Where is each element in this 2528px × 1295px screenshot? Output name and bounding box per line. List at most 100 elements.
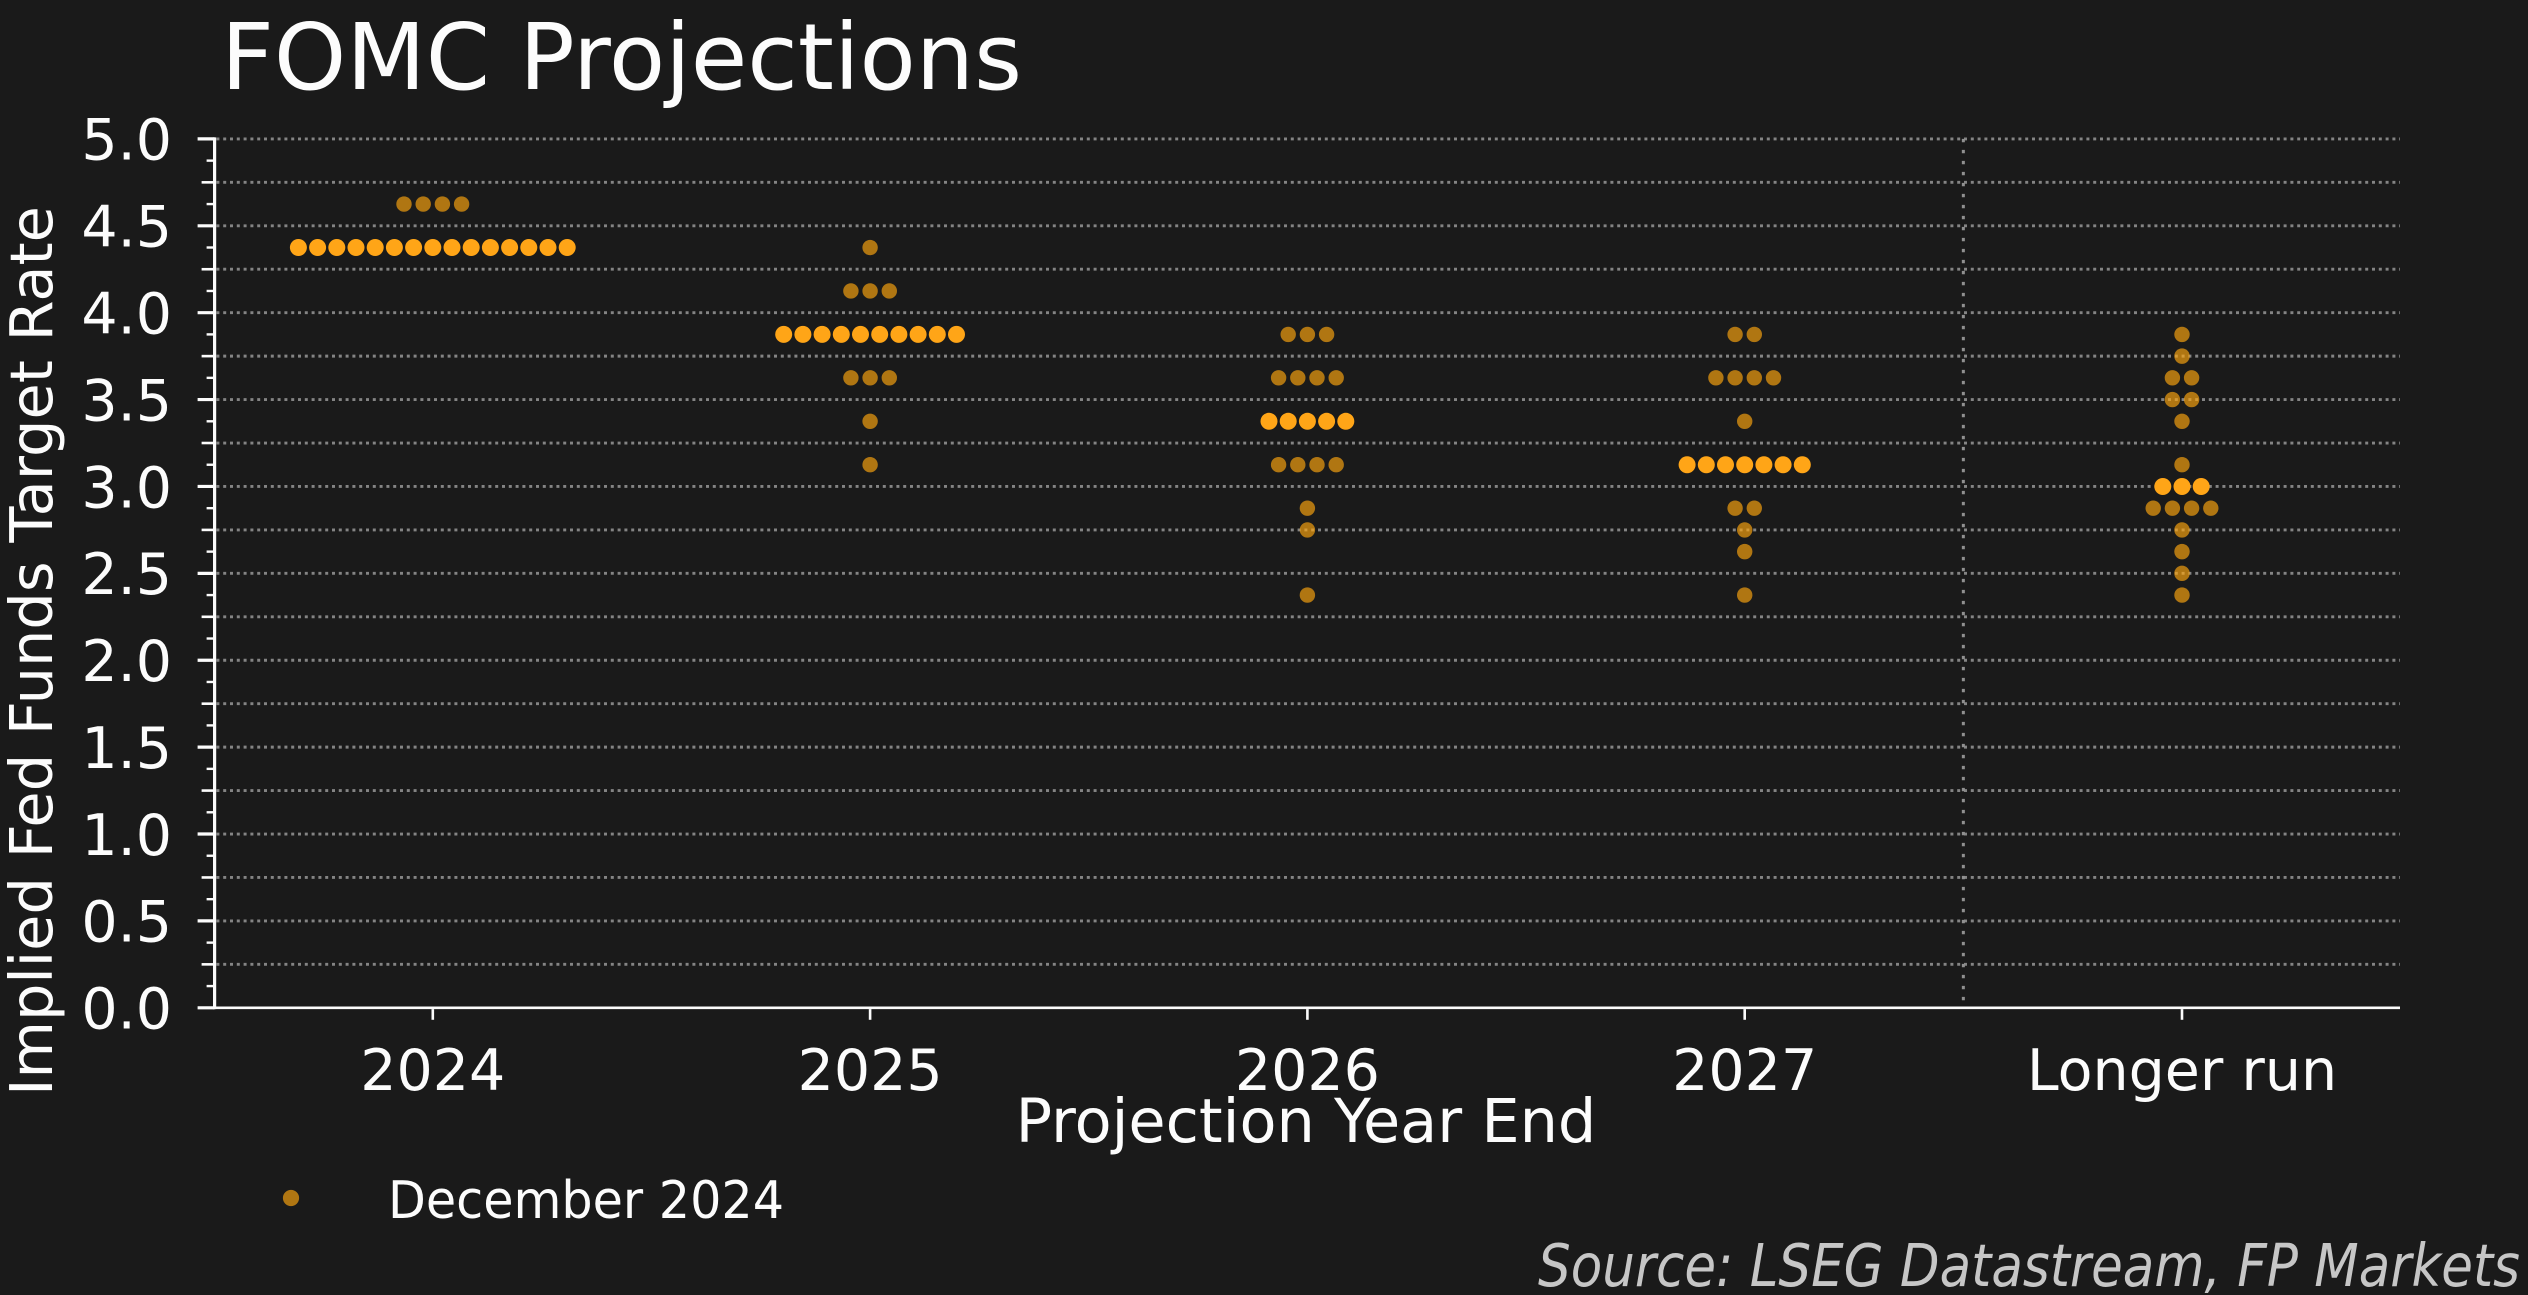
projection-dot-median (2173, 477, 2191, 495)
projection-dot-median (909, 325, 927, 343)
y-axis-title: Implied Fed Funds Target Rate (0, 206, 66, 1096)
projection-dot (1299, 326, 1316, 343)
y-axis-tick-labels: 0.0 0.5 1.0 1.5 2.0 2.5 3.0 3.5 4.0 4.5 5.0 (81, 108, 172, 1043)
y-tick-label: 4.0 (81, 281, 172, 347)
projection-dot-median (1736, 456, 1754, 474)
projection-dot-median (1717, 456, 1734, 474)
projection-dot (1280, 326, 1296, 343)
projection-dot (1299, 587, 1316, 603)
projection-dot-median (1337, 412, 1355, 430)
y-tick-label: 4.5 (81, 195, 172, 261)
projection-dot (453, 196, 470, 212)
y-axis-ticks (197, 137, 215, 1010)
projection-dot (2174, 543, 2190, 560)
projection-dot (862, 413, 878, 429)
x-tick-label: Longer run (2027, 1038, 2337, 1104)
projection-dot-median (366, 239, 384, 257)
projection-dot-median (347, 239, 365, 257)
projection-dot (862, 457, 878, 473)
projection-dot-median (501, 239, 519, 257)
projection-dot-median (1318, 412, 1336, 430)
projection-dot (1299, 522, 1316, 538)
projection-dot-median (832, 325, 850, 343)
projection-dot (1270, 457, 1287, 473)
projection-dot (881, 283, 897, 299)
projection-dot-median (558, 239, 576, 257)
projection-dot (2174, 565, 2190, 582)
projection-dot (1727, 500, 1743, 516)
y-tick-label: 3.5 (81, 368, 172, 434)
projection-dot-median (520, 239, 538, 257)
projection-dot-median (462, 239, 480, 257)
projection-dot (2174, 413, 2190, 429)
projection-dot (1299, 500, 1316, 516)
projection-dot-median (890, 325, 908, 343)
projection-dot-median (1678, 456, 1696, 474)
legend: December 2024 (282, 1171, 784, 1231)
projection-dot-median (775, 325, 793, 343)
x-axis-title: Projection Year End (1016, 1087, 1597, 1157)
y-tick-label: 2.0 (81, 629, 172, 695)
y-tick-label: 1.5 (81, 716, 172, 782)
projection-dot (2174, 457, 2190, 473)
projection-dot (1737, 522, 1753, 538)
chart-title: FOMC Projections (221, 4, 1022, 111)
x-tick-label: 2025 (798, 1038, 943, 1104)
projection-dot-median (443, 239, 461, 257)
projection-dot (1309, 370, 1325, 386)
projection-dot (1737, 543, 1753, 560)
projection-dot-median (1298, 412, 1316, 430)
projection-dot-median (1774, 456, 1792, 474)
projection-dot (843, 370, 859, 386)
projection-dot (2164, 500, 2181, 516)
projection-dot (881, 370, 897, 386)
projection-dot (2174, 587, 2190, 603)
source-note: Source: LSEG Datastream, FP Markets (1538, 1231, 2520, 1295)
projection-dot (2164, 370, 2181, 386)
projection-dot (1290, 370, 1306, 386)
projection-dot-median (2154, 477, 2172, 495)
legend-label: December 2024 (388, 1171, 784, 1231)
projection-dot (1270, 370, 1287, 386)
projection-dot (1737, 413, 1753, 429)
projection-dot-median (328, 239, 346, 257)
projection-dot (1737, 587, 1753, 603)
projection-dot (1708, 370, 1724, 386)
projection-dot (862, 239, 878, 256)
projection-dot (862, 370, 878, 386)
projection-dot (2174, 326, 2190, 343)
projection-dot (1727, 326, 1743, 343)
projection-dot-median (794, 325, 812, 343)
x-axis-ticks (431, 1009, 2184, 1020)
projection-dot (2183, 391, 2200, 408)
projection-dot (396, 196, 412, 212)
projection-dot (2164, 391, 2181, 408)
projection-dot-median (1755, 456, 1773, 474)
projection-dot-median (2192, 477, 2210, 495)
projection-dot-median (1260, 412, 1278, 430)
projection-dot (1727, 370, 1743, 386)
projection-dot-median (871, 325, 889, 343)
projection-dot (843, 283, 859, 299)
projection-dot (2203, 500, 2219, 516)
projection-dot (862, 283, 878, 299)
projection-dot (1309, 457, 1325, 473)
projection-dot-median (481, 239, 499, 257)
projection-dot-median (539, 239, 557, 257)
legend-marker-dot-icon (282, 1189, 300, 1207)
x-tick-label: 2024 (360, 1038, 505, 1104)
projection-dot (2174, 522, 2190, 538)
projection-dot-median (1697, 456, 1715, 474)
projection-dot (2183, 500, 2200, 516)
projection-dot (434, 196, 451, 212)
projection-dots (289, 196, 2219, 603)
projection-dot (2145, 500, 2161, 516)
y-tick-label: 2.5 (81, 542, 172, 608)
projection-dot-median (948, 325, 965, 343)
x-axis-tick-labels: 2024 2025 2026 2027 Longer run (360, 1038, 2337, 1104)
projection-dot (1318, 326, 1335, 343)
projection-dot-median (1793, 456, 1811, 474)
